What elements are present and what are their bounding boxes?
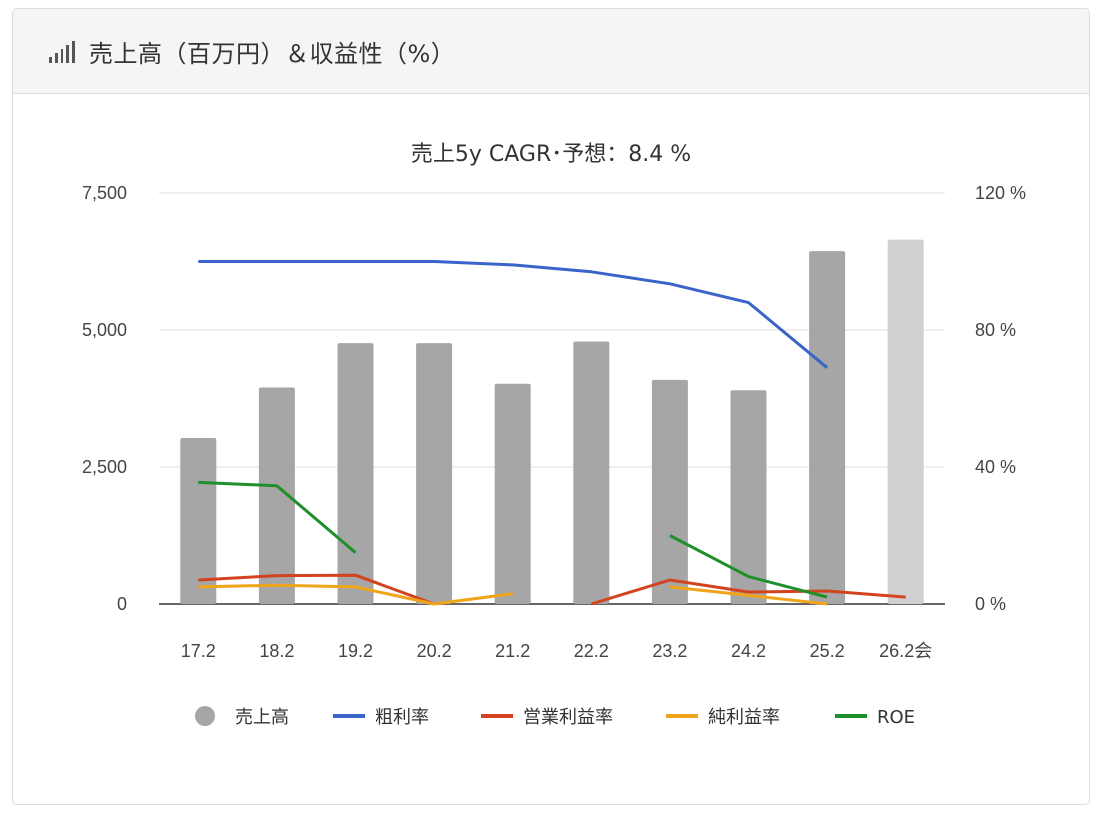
sales-profitability-chart: 売上5y CAGR･予想：8.4 % 0 2,500 5,000 7,500 0 % 40 … (82, 142, 1026, 728)
x-tick-label: 18.2 (259, 641, 294, 661)
series-line-営業利益率 (198, 573, 435, 606)
y-left-tick-label: 0 (117, 594, 127, 614)
x-tick-label: 25.2 (810, 641, 845, 661)
bar-18.2 (258, 387, 295, 604)
bar-20.2 (416, 343, 453, 604)
y-right-tick-label: 0 % (975, 594, 1006, 614)
bar-25.2 (809, 251, 846, 604)
y-right-tick-label: 40 % (975, 457, 1016, 477)
bar-22.2 (573, 341, 610, 604)
legend-label: ROE (877, 707, 915, 728)
card-title: 売上高（百万円）＆収益性（%） (89, 39, 456, 68)
bar-24.2 (730, 390, 767, 604)
bar-23.2 (651, 379, 688, 604)
series-line-粗利率 (198, 260, 829, 369)
x-tick-label: 22.2 (574, 641, 609, 661)
series-line-ROE (198, 480, 357, 554)
series-line-ROE (669, 534, 828, 599)
y-left-tick-label: 2,500 (82, 457, 127, 477)
chart-title: 売上5y CAGR･予想：8.4 % (411, 142, 691, 167)
x-tick-label: 20.2 (417, 641, 452, 661)
y-left-tick-label: 5,000 (82, 320, 127, 340)
series-line-営業利益率 (590, 578, 906, 606)
bar-17.2 (180, 437, 217, 604)
legend-label: 営業利益率 (523, 707, 613, 728)
x-tick-label: 24.2 (731, 641, 766, 661)
series-line-純利益率 (669, 585, 828, 606)
legend-marker-売上高 (195, 706, 215, 726)
y-right-tick-label: 80 % (975, 320, 1016, 340)
x-tick-label: 23.2 (652, 641, 687, 661)
bar-19.2 (337, 343, 374, 604)
bar-21.2 (494, 383, 531, 604)
x-tick-label: 19.2 (338, 641, 373, 661)
x-tick-label: 21.2 (495, 641, 530, 661)
x-tick-label: 26.2会 (879, 641, 932, 661)
card-header: 売上高（百万円）＆収益性（%） (13, 9, 1089, 94)
chart-card: 売上高（百万円）＆収益性（%） 売上5y CAGR･予想：8.4 % 0 2,500… (12, 8, 1090, 805)
bar-signal-icon (49, 39, 75, 63)
legend-label: 売上高 (235, 707, 289, 728)
legend-label: 純利益率 (708, 707, 780, 728)
y-right-tick-label: 120 % (975, 183, 1026, 203)
y-left-tick-label: 7,500 (82, 183, 127, 203)
legend-label: 粗利率 (375, 707, 429, 728)
bar-26.2会 (887, 239, 924, 604)
series-line-純利益率 (198, 583, 513, 606)
x-tick-label: 17.2 (181, 641, 216, 661)
